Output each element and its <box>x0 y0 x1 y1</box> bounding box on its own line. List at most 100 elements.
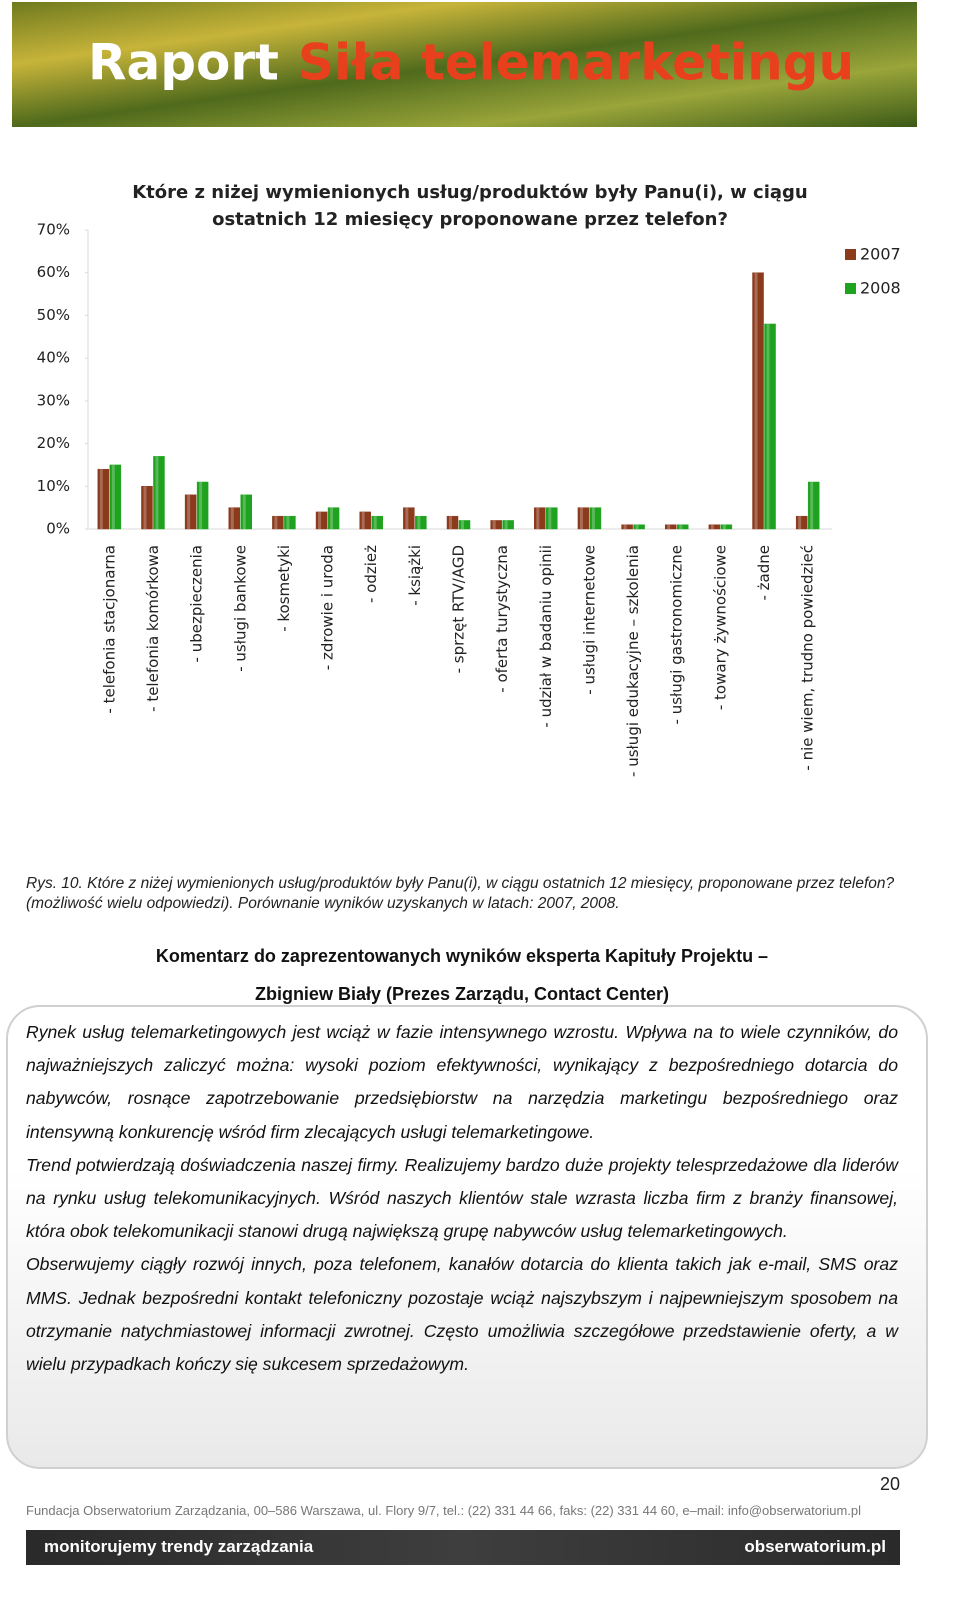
legend-label: 2008 <box>860 279 901 298</box>
x-tick-label: - usługi internetowe <box>580 545 598 695</box>
y-tick-label: 30% <box>37 391 70 409</box>
bar <box>109 464 122 530</box>
bar-highlight <box>286 516 290 529</box>
bar <box>458 520 471 530</box>
x-tick-label: - nie wiem, trudno powiedzieć <box>799 545 817 771</box>
bar-highlight <box>417 516 421 529</box>
bar <box>141 486 153 530</box>
footer-slogan: monitorujemy trendy zarządzania <box>44 1537 314 1556</box>
y-tick-label: 0% <box>46 520 70 538</box>
figure-caption: Rys. 10. Które z niżej wymienionych usłu… <box>26 875 895 912</box>
x-tick-label: - sprzęt RTV/AGD <box>450 545 468 673</box>
bar <box>240 494 253 530</box>
bar <box>676 524 689 530</box>
bar <box>196 481 209 530</box>
bar-highlight <box>99 469 103 529</box>
y-tick-label: 10% <box>37 477 70 495</box>
chart: Raport Siła telemarketingu 0% 10% 20% 30% 40… <box>12 2 917 777</box>
x-tick-label: - zdrowie i uroda <box>319 545 337 670</box>
bar-highlight <box>143 486 147 529</box>
x-tick-label: - oferta turystyczna <box>493 545 511 693</box>
bar <box>415 515 427 530</box>
bar <box>403 507 415 530</box>
bar <box>184 494 197 530</box>
footer-address: Fundacja Obserwatorium Zarządzania, 00–5… <box>26 1503 862 1518</box>
bar-highlight <box>623 524 627 529</box>
header-title: Raport <box>88 34 279 92</box>
x-tick-label: - usługi edukacyjne – szkolenia <box>624 545 642 777</box>
chart-title: Które z niżej wymienionych usług/produkt… <box>132 182 808 230</box>
bar <box>589 507 602 530</box>
bar-highlight <box>679 524 683 529</box>
bar <box>720 524 733 530</box>
bar-highlight <box>504 520 508 529</box>
bar-highlight <box>579 507 583 529</box>
bar <box>272 515 284 530</box>
legend-swatch <box>845 249 856 260</box>
bar-highlight <box>635 524 639 529</box>
bar-highlight <box>242 494 246 529</box>
paragraph: Obserwujemy ciągły rozwój innych, poza t… <box>26 1254 898 1375</box>
footer-website: obserwatorium.pl <box>744 1537 886 1556</box>
bar <box>534 507 546 530</box>
x-tick-label: - żadne <box>755 545 773 601</box>
bar-highlight <box>754 272 758 529</box>
bar-highlight <box>111 464 115 529</box>
bar <box>284 515 296 530</box>
y-tick-label: 40% <box>37 349 70 367</box>
bar <box>807 481 820 530</box>
legend-label: 2007 <box>860 245 901 264</box>
bar <box>153 456 165 530</box>
paragraph: Trend potwierdzają doświadczenia naszej … <box>26 1154 898 1242</box>
legend-swatch <box>845 283 856 294</box>
bar <box>327 507 340 530</box>
bar-highlight <box>667 524 671 529</box>
comment-body: Rynek usług telemarketingowych jest wcią… <box>26 1016 898 1381</box>
header-banner <box>12 2 917 127</box>
y-tick-label: 70% <box>37 221 70 239</box>
comment-heading: Zbigniew Biały (Prezes Zarządu, Contact … <box>254 984 670 1004</box>
bar-highlight <box>405 507 409 529</box>
comment-heading: Komentarz do zaprezentowanych wyników ek… <box>155 946 769 966</box>
paragraph: Rynek usług telemarketingowych jest wcią… <box>26 1022 898 1142</box>
bar-highlight <box>548 507 552 529</box>
x-tick-label: - usługi gastronomiczne <box>668 545 686 724</box>
bar-highlight <box>318 511 322 529</box>
bar-highlight <box>449 516 452 529</box>
x-tick-label: - telefonia stacjonarna <box>100 545 118 714</box>
x-tick-label: - odzież <box>362 545 380 603</box>
bar-highlight <box>492 520 496 529</box>
y-tick-label: 60% <box>37 263 70 281</box>
bar-highlight <box>461 520 464 529</box>
comment-box <box>6 1005 928 1469</box>
bar <box>371 515 383 530</box>
bar <box>546 507 558 530</box>
footer-bar <box>26 1530 900 1565</box>
bar <box>97 468 110 530</box>
bar-highlight <box>798 516 802 529</box>
header-title: Siła telemarketingu <box>298 34 854 92</box>
bar <box>490 520 502 530</box>
x-tick-label: - telefonia komórkowa <box>144 545 162 712</box>
bar <box>708 524 721 530</box>
bar <box>446 515 459 530</box>
bar <box>359 511 371 530</box>
bar <box>621 524 633 530</box>
x-tick-label: - kosmetyki <box>275 545 293 632</box>
y-tick-label: 20% <box>37 434 70 452</box>
bar <box>315 511 328 530</box>
bar-highlight <box>230 507 234 529</box>
bar <box>764 323 776 530</box>
x-tick-label: - udział w badaniu opinii <box>537 545 555 728</box>
bar-highlight <box>722 524 726 529</box>
bar-highlight <box>274 516 278 529</box>
bar-highlight <box>591 507 595 529</box>
bar-highlight <box>199 482 203 529</box>
bar <box>228 507 241 530</box>
bar-highlight <box>373 516 377 529</box>
page-number: 20 <box>879 1474 900 1494</box>
bar <box>502 520 514 530</box>
x-tick-label: - usługi bankowe <box>231 545 249 672</box>
bar-highlight <box>330 507 334 529</box>
